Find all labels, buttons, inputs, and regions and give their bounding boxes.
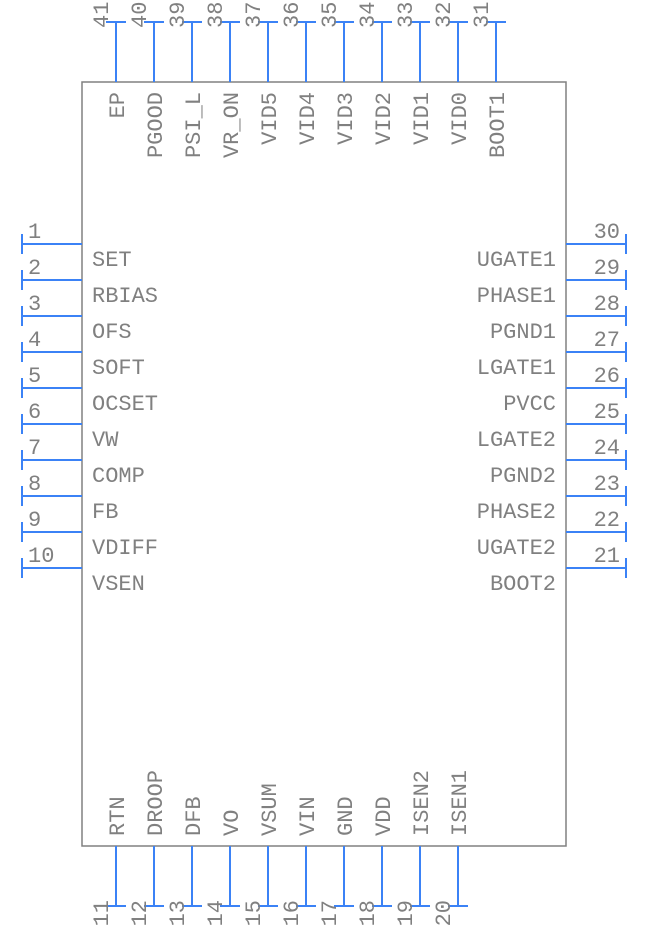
- pin-label: VID5: [258, 92, 283, 145]
- pin-label: VID1: [410, 92, 435, 145]
- pin-number: 2: [28, 256, 41, 281]
- pin-label: RBIAS: [92, 284, 158, 309]
- pin-label: PHASE2: [477, 500, 556, 525]
- pin-label: PGOOD: [144, 92, 169, 158]
- pin-number: 14: [204, 900, 229, 926]
- pin-label: FB: [92, 500, 118, 525]
- pin-label: OCSET: [92, 392, 158, 417]
- pin-number: 1: [28, 220, 41, 245]
- pin-label: VSEN: [92, 572, 145, 597]
- pin-number: 15: [242, 900, 267, 926]
- pin-number: 25: [594, 400, 620, 425]
- pin-label: VIN: [296, 796, 321, 836]
- pin-label: VDIFF: [92, 536, 158, 561]
- pin-number: 5: [28, 364, 41, 389]
- pin-label: VID0: [448, 92, 473, 145]
- pin-label: LGATE1: [477, 356, 556, 381]
- pin-number: 21: [594, 544, 620, 569]
- pin-number: 17: [318, 900, 343, 926]
- pin-label: VID3: [334, 92, 359, 145]
- pin-number: 41: [90, 2, 115, 28]
- pin-number: 12: [128, 900, 153, 926]
- pin-number: 36: [280, 2, 305, 28]
- pin-label: OFS: [92, 320, 132, 345]
- pin-label: PHASE1: [477, 284, 556, 309]
- pin-label: BOOT1: [486, 92, 511, 158]
- pin-label: SOFT: [92, 356, 145, 381]
- pin-number: 27: [594, 328, 620, 353]
- pin-label: PGND1: [490, 320, 556, 345]
- pin-label: ISEN2: [410, 770, 435, 836]
- pin-number: 34: [356, 2, 381, 28]
- pin-label: VO: [220, 810, 245, 836]
- pin-number: 19: [394, 900, 419, 926]
- pin-label: LGATE2: [477, 428, 556, 453]
- pin-label: UGATE2: [477, 536, 556, 561]
- pin-label: RTN: [106, 796, 131, 836]
- pin-label: DROOP: [144, 770, 169, 836]
- ic-pinout-diagram: 1 SET 2 RBIAS 3 OFS 4 SOFT 5 OCSET 6 VW 7 COMP 8 FB 9 VDI…: [0, 0, 648, 928]
- pin-number: 31: [470, 2, 495, 28]
- pin-label: DFB: [182, 796, 207, 836]
- pin-label: VID2: [372, 92, 397, 145]
- pin-number: 18: [356, 900, 381, 926]
- pin-number: 35: [318, 2, 343, 28]
- pin-number: 26: [594, 364, 620, 389]
- pin-label: PGND2: [490, 464, 556, 489]
- pin-label: EP: [106, 92, 131, 118]
- pin-number: 13: [166, 900, 191, 926]
- pin-label: UGATE1: [477, 248, 556, 273]
- pin-label: VR_ON: [220, 92, 245, 158]
- pin-number: 11: [90, 900, 115, 926]
- pin-label: PVCC: [503, 392, 556, 417]
- pin-number: 40: [128, 2, 153, 28]
- pin-label: COMP: [92, 464, 145, 489]
- pin-number: 10: [28, 544, 54, 569]
- pin-number: 29: [594, 256, 620, 281]
- pin-number: 38: [204, 2, 229, 28]
- pin-label: VDD: [372, 796, 397, 836]
- pin-label: VID4: [296, 92, 321, 145]
- pin-label: VW: [92, 428, 119, 453]
- pin-label: GND: [334, 796, 359, 836]
- pin-number: 39: [166, 2, 191, 28]
- pin-number: 6: [28, 400, 41, 425]
- pin-number: 23: [594, 472, 620, 497]
- pin-label: VSUM: [258, 783, 283, 836]
- pin-label: SET: [92, 248, 132, 273]
- pin-number: 33: [394, 2, 419, 28]
- pin-number: 24: [594, 436, 620, 461]
- pin-number: 9: [28, 508, 41, 533]
- pin-number: 4: [28, 328, 41, 353]
- pin-number: 22: [594, 508, 620, 533]
- pin-number: 7: [28, 436, 41, 461]
- pin-number: 3: [28, 292, 41, 317]
- pin-number: 30: [594, 220, 620, 245]
- pin-label: PSI_L: [182, 92, 207, 158]
- pin-label: BOOT2: [490, 572, 556, 597]
- pin-number: 16: [280, 900, 305, 926]
- pin-number: 37: [242, 2, 267, 28]
- pin-label: ISEN1: [448, 770, 473, 836]
- pin-number: 32: [432, 2, 457, 28]
- pin-number: 8: [28, 472, 41, 497]
- pin-number: 28: [594, 292, 620, 317]
- pin-number: 20: [432, 900, 457, 926]
